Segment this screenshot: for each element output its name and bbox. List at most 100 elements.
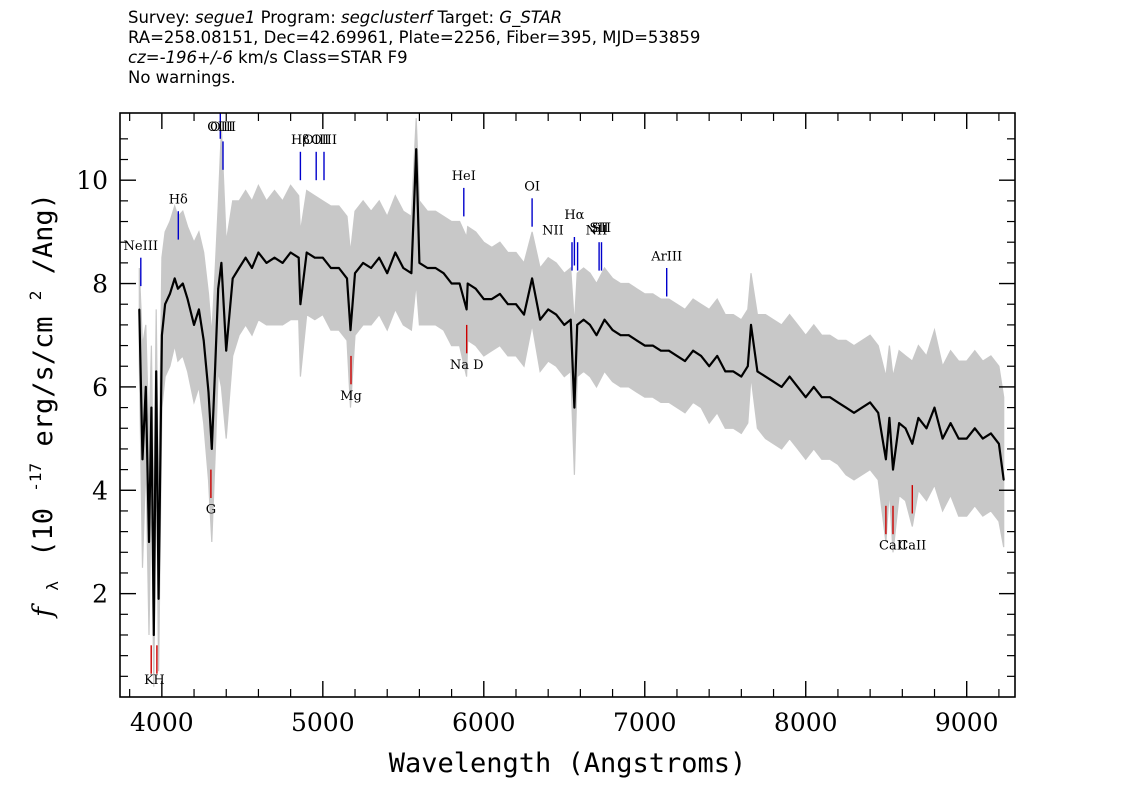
flux-point (138, 308, 141, 311)
x-tick-label: 9000 (935, 708, 999, 737)
flux-point (724, 370, 727, 373)
flux-point (853, 411, 855, 414)
flux-point (289, 251, 292, 254)
y-axis-post: /Ang) (28, 193, 59, 274)
header-warnings: No warnings. (128, 68, 236, 87)
flux-point (788, 375, 791, 378)
flux-point (692, 349, 694, 352)
flux-point (214, 370, 216, 373)
flux-point (148, 541, 150, 543)
flux-point (157, 597, 160, 600)
flux-point (202, 339, 205, 342)
flux-point (346, 277, 348, 280)
flux-point (531, 277, 533, 280)
flux-point (861, 406, 863, 409)
emission-line-label: NII (542, 224, 564, 239)
flux-point (313, 256, 316, 259)
flux-point (539, 318, 541, 321)
spectral-line-markers: NeIIIOIIIOIIIHδHβOIIIOIIIHeIOINIIHαNIISI… (124, 113, 926, 688)
flux-point (933, 406, 936, 409)
flux-point (474, 287, 477, 290)
flux-point (660, 349, 662, 352)
flux-point (998, 442, 1000, 445)
flux-point (402, 267, 405, 269)
flux-point (837, 401, 839, 404)
y-tick-label: 10 (76, 166, 108, 195)
flux-point (434, 267, 437, 269)
emission-line-label: Hα (564, 208, 584, 223)
flux-point (515, 303, 517, 306)
x-tick-label: 4000 (130, 708, 194, 737)
y-axis-lambda: λ (43, 581, 62, 591)
y-axis-f: f (28, 603, 59, 619)
flux-point (207, 391, 210, 393)
y-axis-title: f λ (10 -17 erg/s/cm 2 /Ang) (17, 193, 65, 619)
flux-point (349, 329, 352, 331)
flux-point (772, 380, 775, 383)
flux-point (186, 298, 189, 300)
flux-point (458, 282, 461, 285)
flux-point (885, 458, 887, 461)
flux-point (415, 148, 418, 151)
flux-point (150, 406, 153, 409)
flux-point (338, 267, 340, 269)
flux-point (746, 365, 749, 368)
flux-point (1002, 479, 1005, 481)
header-line-1: Survey: segue1 Program: segclusterf Targ… (128, 8, 700, 28)
flux-point (643, 344, 646, 347)
y-tick-label: 8 (92, 270, 108, 299)
absorption-line-label: G (206, 503, 216, 518)
error-band-layer (138, 118, 1005, 687)
flux-point (845, 406, 847, 409)
flux-line-layer (138, 148, 1005, 637)
flux-point (466, 282, 469, 285)
flux-point (555, 313, 558, 316)
absorption-line-label: Mg (340, 389, 362, 404)
spectrum-header: Survey: segue1 Program: segclusterf Targ… (128, 8, 700, 88)
flux-point (949, 422, 952, 424)
flux-point (716, 355, 719, 357)
flux-point (981, 437, 984, 440)
survey-value: segue1 (195, 8, 256, 27)
target-value: G_STAR (499, 8, 563, 27)
emission-line-label: Hδ (169, 192, 188, 207)
flux-point (589, 324, 591, 326)
emission-line-label: HeI (452, 169, 476, 184)
flux-point (684, 360, 686, 362)
flux-point (595, 334, 598, 337)
x-tick-label: 5000 (291, 708, 355, 737)
flux-point (507, 303, 509, 306)
flux-point (231, 277, 234, 280)
flux-point (796, 386, 799, 388)
absorption-line-label: CaII (898, 539, 926, 554)
flux-point (668, 349, 670, 352)
flux-point (627, 334, 630, 337)
flux-point (177, 287, 179, 290)
cz-value: -196+/-6 (159, 48, 233, 67)
absorption-line-label: CaII (879, 539, 907, 554)
cz-label: cz= (128, 48, 160, 67)
flux-point (450, 282, 453, 285)
flux-point (321, 256, 324, 259)
flux-point (708, 365, 711, 368)
flux-point (869, 401, 871, 404)
flux-point (750, 324, 752, 326)
flux-point (238, 267, 241, 269)
flux-point (330, 267, 332, 269)
absorption-line-label: K (144, 673, 154, 688)
flux-point (756, 370, 759, 373)
emission-line-label: ArIII (650, 249, 682, 264)
flux-point (917, 417, 920, 419)
flux-point (370, 267, 372, 269)
emission-line-label: OIII (303, 133, 329, 148)
flux-point (394, 251, 397, 254)
flux-point (925, 427, 928, 430)
emission-line-label: OIII (207, 120, 233, 135)
y-tick-label: 4 (92, 476, 108, 505)
y-tick-label: 6 (92, 373, 108, 402)
flux-point (173, 277, 176, 280)
flux-point (563, 324, 566, 326)
x-tick-label: 8000 (774, 708, 838, 737)
flux-point (569, 318, 572, 321)
